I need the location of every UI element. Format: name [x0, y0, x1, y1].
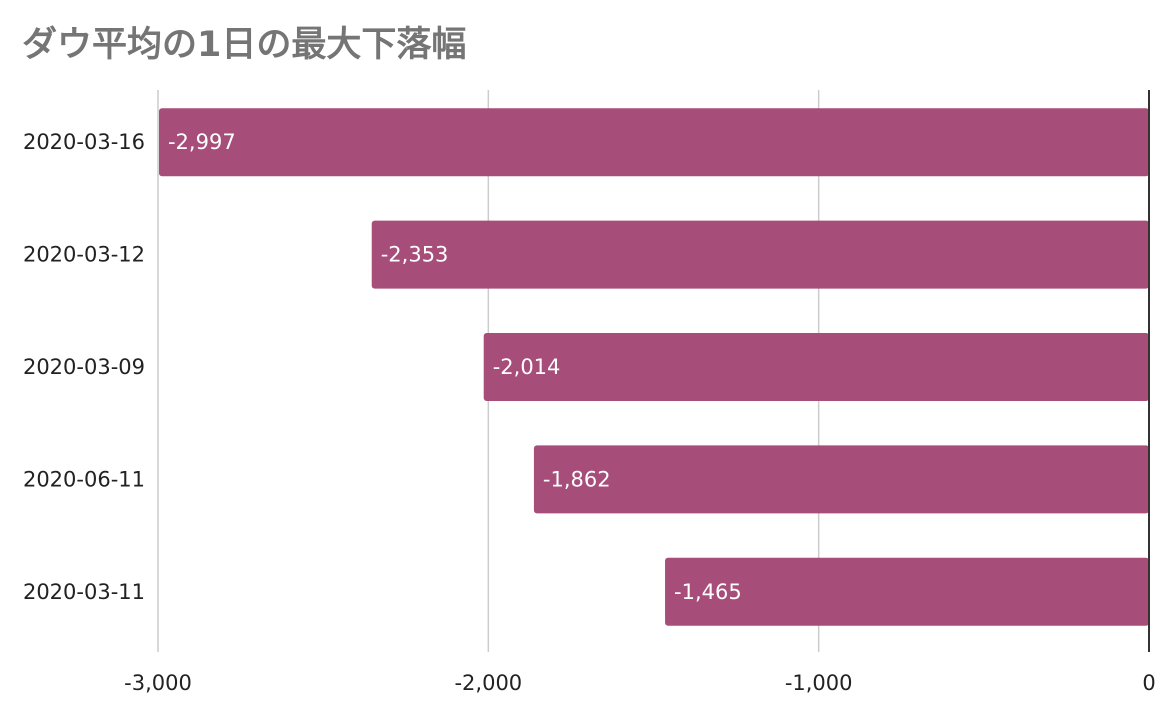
- x-tick-label: -1,000: [785, 671, 853, 695]
- chart-title: ダウ平均の1日の最大下落幅: [22, 25, 466, 65]
- data-label: -2,997: [168, 130, 236, 154]
- data-label: -2,353: [381, 243, 449, 267]
- bar: [158, 108, 1150, 177]
- data-label: -1,465: [674, 580, 742, 604]
- bar: [533, 445, 1149, 514]
- category-label: 2020-06-11: [23, 467, 145, 491]
- bar: [371, 220, 1149, 289]
- x-tick-label: -2,000: [454, 671, 522, 695]
- axes: -3,000 -2,000 -1,000 0 2020-03-16 2020-03-12 2…: [23, 90, 1156, 695]
- x-tick-label: 0: [1142, 671, 1155, 695]
- data-label: -1,862: [543, 467, 611, 491]
- category-label: 2020-03-16: [23, 130, 145, 154]
- data-label: -2,014: [493, 355, 561, 379]
- category-label: 2020-03-09: [23, 355, 145, 379]
- bar: [665, 557, 1149, 626]
- category-label: 2020-03-11: [23, 580, 145, 604]
- category-label: 2020-03-12: [23, 243, 145, 267]
- bar: [483, 333, 1149, 401]
- x-tick-label: -3,000: [124, 671, 192, 695]
- bars: -2,997 -2,353 -2,014 -1,862 -1,465: [158, 108, 1150, 626]
